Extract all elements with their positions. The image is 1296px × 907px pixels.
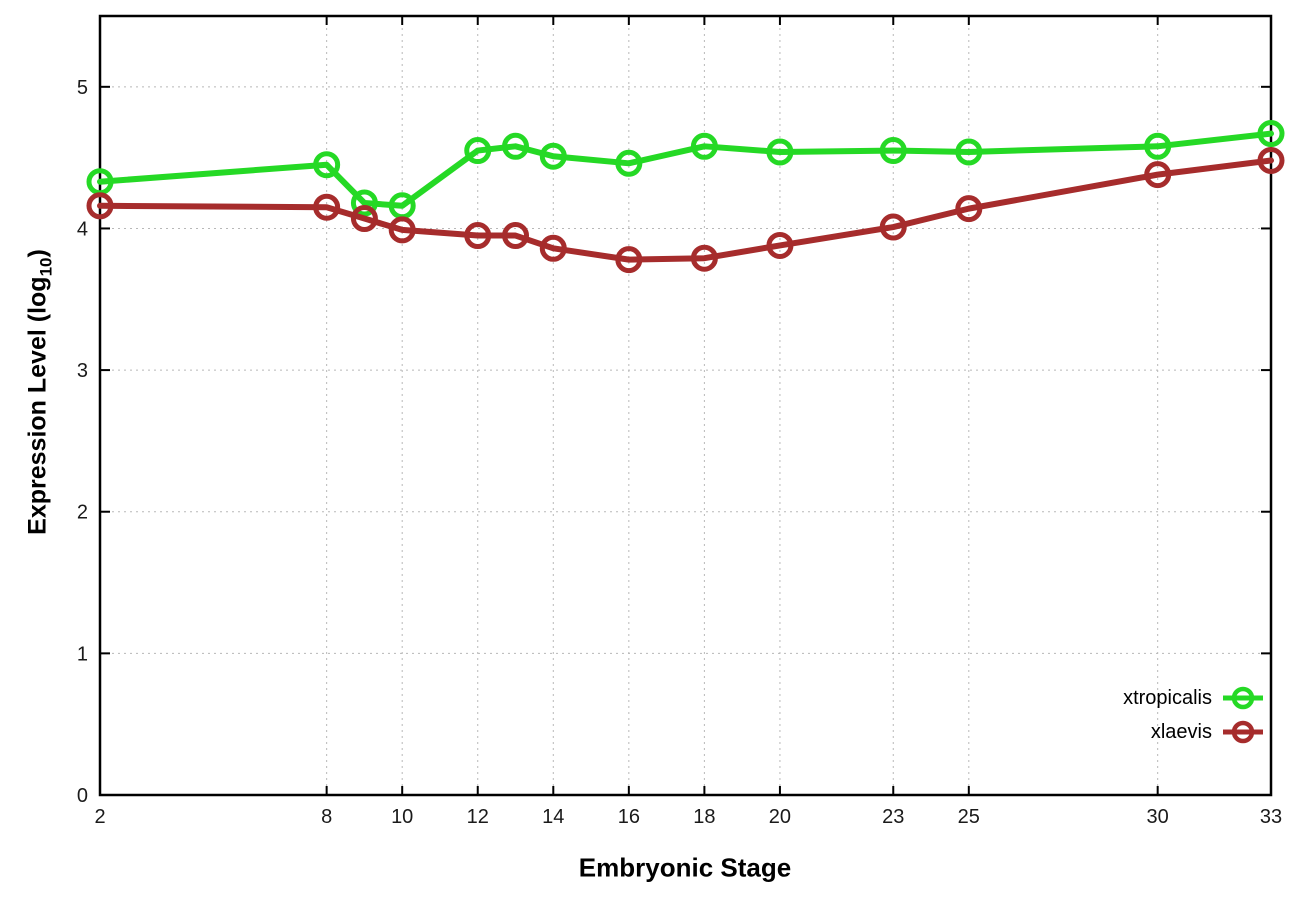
data-point-marker-xtropicalis	[615, 149, 643, 177]
y-tick-label: 3	[77, 360, 88, 382]
data-point-marker-xlaevis	[539, 234, 567, 262]
legend-sample-line-icon	[1223, 720, 1263, 744]
y-tick-label: 4	[77, 218, 88, 240]
x-tick-label: 14	[542, 806, 564, 828]
data-point-marker-xlaevis	[388, 216, 416, 244]
data-point-marker-xlaevis	[879, 213, 907, 241]
data-point-marker-xtropicalis	[313, 151, 341, 179]
plot-border	[98, 14, 1273, 797]
x-tick-label: 16	[618, 806, 640, 828]
x-tick-label: 23	[882, 806, 904, 828]
data-point-marker-xtropicalis	[690, 132, 718, 160]
y-axis-label: Expression Level (log10)	[24, 249, 57, 535]
data-point-marker-xlaevis	[615, 246, 643, 274]
x-tick-label: 12	[467, 806, 489, 828]
data-point-marker-xtropicalis	[350, 189, 378, 217]
data-point-marker-xtropicalis	[502, 132, 530, 160]
data-point-marker-xtropicalis	[955, 138, 983, 166]
data-point-marker-xlaevis	[766, 231, 794, 259]
data-point-marker-xtropicalis	[879, 137, 907, 165]
legend: xtropicalis xlaevis	[1123, 684, 1264, 746]
data-point-marker-xlaevis	[1144, 161, 1172, 189]
y-tick-label: 0	[77, 785, 88, 807]
data-point-marker-xlaevis	[313, 193, 341, 221]
x-tick-label: 33	[1260, 806, 1282, 828]
data-point-marker-xlaevis	[955, 195, 983, 223]
x-tick-label: 20	[769, 806, 791, 828]
y-axis-label-text: Expression Level (log	[23, 276, 52, 535]
data-point-marker-xlaevis	[1257, 146, 1285, 174]
legend-item-xlaevis: xlaevis	[1123, 718, 1264, 746]
data-point-marker-xlaevis	[86, 192, 114, 220]
data-point-marker-xtropicalis	[1144, 132, 1172, 160]
y-tick-label: 5	[77, 77, 88, 99]
x-tick-label: 10	[391, 806, 413, 828]
x-tick-label: 25	[958, 806, 980, 828]
data-point-marker-xlaevis	[350, 205, 378, 233]
legend-item-xtropicalis: xtropicalis	[1123, 684, 1264, 712]
x-tick-label: 30	[1147, 806, 1169, 828]
y-axis-label-close: )	[23, 249, 52, 258]
series-line-xtropicalis	[97, 130, 1274, 209]
x-tick-label: 2	[94, 806, 105, 828]
data-point-marker-xtropicalis	[1257, 120, 1285, 148]
legend-label-xtropicalis: xtropicalis	[1123, 686, 1212, 709]
y-tick-label: 1	[77, 643, 88, 665]
y-tick-label: 2	[77, 502, 88, 524]
data-point-marker-xtropicalis	[539, 142, 567, 170]
data-point-marker-xlaevis	[464, 222, 492, 250]
x-axis-label: Embryonic Stage	[578, 852, 792, 883]
data-point-marker-xlaevis	[690, 244, 718, 272]
data-point-marker-xlaevis	[502, 222, 530, 250]
x-tick-label: 8	[321, 806, 332, 828]
data-point-marker-xtropicalis	[464, 137, 492, 165]
data-point-marker-xtropicalis	[766, 138, 794, 166]
y-axis-label-subscript: 10	[36, 257, 56, 277]
legend-label-xlaevis: xlaevis	[1150, 720, 1212, 743]
legend-sample-line-icon	[1223, 686, 1263, 710]
series-line-xlaevis	[97, 157, 1274, 263]
x-tick-label: 18	[693, 806, 715, 828]
